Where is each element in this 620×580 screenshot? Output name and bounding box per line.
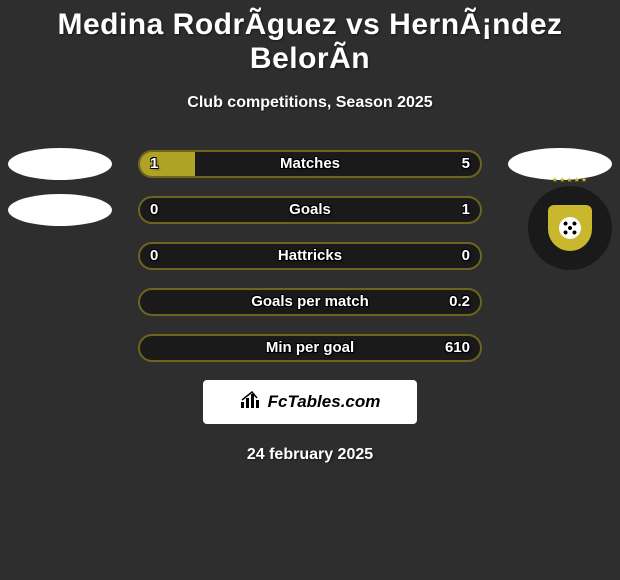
date-label: 24 february 2025 <box>0 446 620 464</box>
brand-logo: FcTables.com <box>203 380 417 424</box>
stat-label: Min per goal <box>138 334 482 362</box>
left-team-badge <box>8 148 112 180</box>
stat-row: 0.2Goals per match <box>0 288 620 316</box>
brand-text: FcTables.com <box>268 392 381 412</box>
stat-rows: 15Matches★★★★★01Goals00Hattricks0.2Goals… <box>0 150 620 362</box>
team-badge-placeholder <box>8 194 112 226</box>
stat-row: 00Hattricks <box>0 242 620 270</box>
bar-chart-icon <box>240 391 262 414</box>
stat-bar: 00Hattricks <box>138 242 482 270</box>
stat-bar: 01Goals <box>138 196 482 224</box>
stat-label: Goals per match <box>138 288 482 316</box>
stat-label: Goals <box>138 196 482 224</box>
stat-bar: 15Matches <box>138 150 482 178</box>
team-badge-placeholder <box>8 148 112 180</box>
stat-row: 610Min per goal <box>0 334 620 362</box>
soccer-ball-icon <box>559 217 581 239</box>
subtitle: Club competitions, Season 2025 <box>0 94 620 112</box>
emblem-stars-icon: ★★★★★ <box>552 176 588 184</box>
page-title: Medina RodrÃ­guez vs HernÃ¡ndez BelorÃ­n <box>0 0 620 76</box>
comparison-card: Medina RodrÃ­guez vs HernÃ¡ndez BelorÃ­n… <box>0 0 620 580</box>
stat-label: Matches <box>138 150 482 178</box>
stat-label: Hattricks <box>138 242 482 270</box>
stat-bar: 0.2Goals per match <box>138 288 482 316</box>
left-team-badge <box>8 194 112 226</box>
stat-row: ★★★★★01Goals <box>0 196 620 224</box>
stat-row: 15Matches <box>0 150 620 178</box>
stat-bar: 610Min per goal <box>138 334 482 362</box>
